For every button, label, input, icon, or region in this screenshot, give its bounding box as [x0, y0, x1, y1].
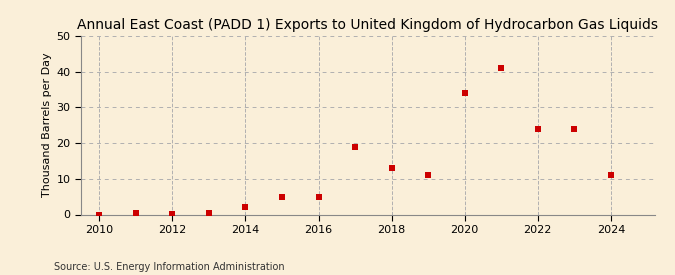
Point — [496, 66, 507, 70]
Point — [386, 166, 397, 170]
Y-axis label: Thousand Barrels per Day: Thousand Barrels per Day — [43, 53, 52, 197]
Text: Source: U.S. Energy Information Administration: Source: U.S. Energy Information Administ… — [54, 262, 285, 272]
Point — [313, 194, 324, 199]
Point — [605, 173, 616, 177]
Point — [569, 126, 580, 131]
Title: Annual East Coast (PADD 1) Exports to United Kingdom of Hydrocarbon Gas Liquids: Annual East Coast (PADD 1) Exports to Un… — [78, 18, 658, 32]
Point — [350, 144, 360, 149]
Point — [423, 173, 433, 177]
Point — [240, 205, 251, 210]
Point — [167, 211, 178, 216]
Point — [203, 211, 214, 215]
Point — [533, 126, 543, 131]
Point — [130, 211, 141, 216]
Point — [459, 91, 470, 95]
Point — [277, 194, 288, 199]
Point — [94, 212, 105, 217]
